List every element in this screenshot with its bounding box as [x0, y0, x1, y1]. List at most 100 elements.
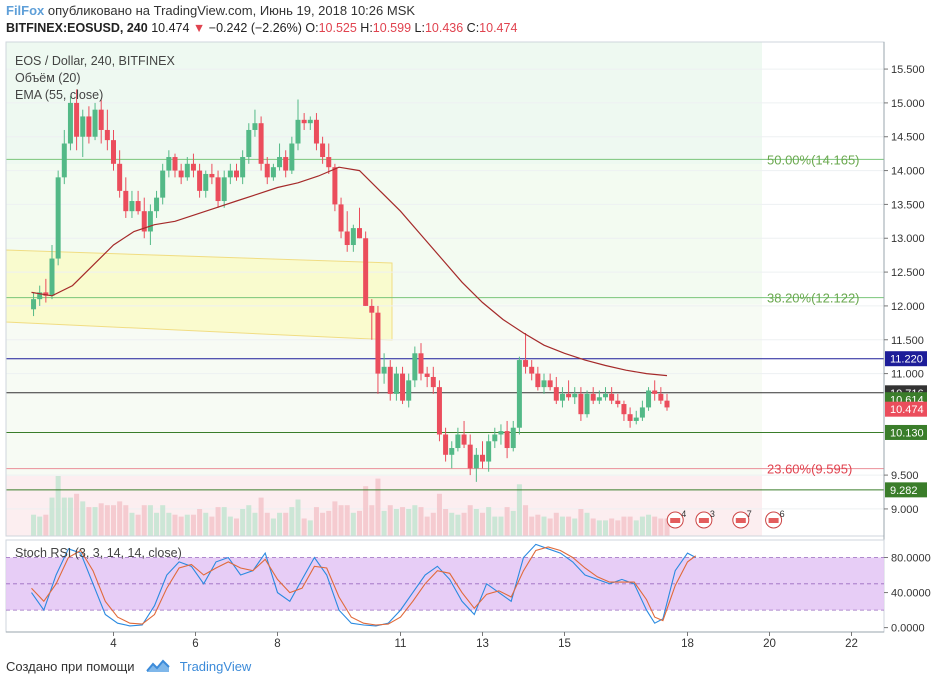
volume-bar	[147, 505, 153, 536]
volume-bar	[234, 518, 239, 536]
y-tick-label: 13.500	[891, 199, 925, 211]
volume-bar	[443, 509, 449, 536]
volume-legend[interactable]: Объём (20)	[15, 71, 81, 85]
x-tick-label: 22	[845, 638, 858, 650]
candle-down	[338, 204, 344, 232]
ema-legend[interactable]: EMA (55, close)	[15, 88, 104, 102]
volume-bar	[436, 493, 442, 536]
volume-bar	[98, 503, 104, 536]
candle-down	[344, 231, 350, 246]
flag-icon	[768, 518, 779, 523]
y-tick-label: 15.000	[891, 98, 925, 110]
volume-bar	[117, 501, 123, 536]
volume-bar	[49, 497, 55, 536]
candle-down	[215, 177, 221, 202]
candle-down	[43, 292, 49, 296]
volume-bar	[627, 516, 633, 536]
tradingview-logo-icon[interactable]	[146, 659, 170, 677]
author-name[interactable]: FilFox	[6, 3, 45, 18]
candle-up	[393, 373, 399, 394]
candle-up	[486, 441, 492, 462]
candle-down	[234, 170, 239, 178]
y-tick-label: 13.000	[891, 233, 925, 245]
volume-bar	[160, 505, 166, 536]
stoch-y-tick-label: 40.0000	[891, 588, 931, 600]
volume-bar	[141, 505, 147, 536]
volume-bar	[258, 497, 264, 536]
stoch-series-line	[31, 543, 696, 627]
candle-down	[609, 393, 615, 401]
candle-down	[461, 434, 467, 445]
volume-bar	[295, 499, 301, 536]
candle-up	[80, 116, 86, 137]
candle-down	[117, 163, 123, 191]
candle-up	[270, 167, 276, 178]
candle-up	[510, 427, 516, 449]
stoch-series-line	[31, 546, 697, 626]
volume-bar	[215, 507, 221, 536]
close-value: 10.474	[479, 21, 518, 35]
volume-bar	[473, 509, 479, 536]
candle-down	[652, 390, 658, 394]
candle-up	[92, 109, 98, 137]
stoch-legend[interactable]: Stoch RSI (3, 3, 14, 14, close)	[15, 546, 182, 560]
volume-bar	[264, 512, 270, 536]
candle-up	[240, 157, 246, 178]
volume-bar	[516, 484, 522, 536]
volume-bar	[31, 514, 37, 536]
volume-bar	[363, 486, 369, 536]
candle-up	[154, 197, 160, 212]
volume-bar	[615, 520, 621, 536]
candle-down	[436, 387, 442, 435]
volume-bar	[172, 514, 178, 536]
candle-up	[498, 431, 504, 435]
candle-down	[658, 393, 664, 401]
flag-icon	[735, 518, 746, 523]
volume-bar	[190, 514, 196, 536]
candle-down	[123, 190, 129, 212]
volume-bar	[633, 520, 639, 536]
x-tick-label: 13	[476, 638, 489, 650]
volume-bar	[350, 512, 356, 536]
volume-bar	[455, 514, 461, 536]
y-tick-label: 9.500	[891, 470, 919, 482]
candle-down	[332, 167, 338, 205]
candle-up	[516, 360, 522, 428]
candle-up	[37, 292, 43, 300]
price-badge	[885, 424, 927, 440]
volume-bar	[332, 501, 338, 536]
y-tick-label: 15.500	[891, 64, 925, 76]
volume-bar	[307, 520, 313, 536]
volume-bar	[221, 507, 227, 536]
candle-up	[252, 123, 258, 130]
price-badge-label: 9.282	[890, 485, 918, 497]
volume-bar	[184, 514, 190, 536]
volume-bar	[123, 505, 129, 536]
chart-title: EOS / Dollar, 240, BITFINEX	[15, 54, 175, 68]
symbol-label: BITFINEX:EOSUSD, 240	[6, 21, 148, 35]
close-label: C:	[466, 21, 480, 35]
candle-up	[449, 448, 455, 455]
tradingview-link[interactable]: TradingView	[179, 659, 252, 674]
candle-up	[541, 380, 547, 388]
volume-bar	[596, 520, 602, 536]
open-value: 10.525	[318, 21, 357, 35]
candle-down	[480, 454, 485, 462]
volume-bar	[344, 505, 350, 536]
ema-line	[31, 166, 668, 377]
price-badge-label: 11.220	[890, 354, 923, 366]
volume-bar	[418, 507, 424, 536]
price-badge	[885, 351, 927, 367]
volume-bar	[658, 518, 664, 536]
created-by-text: Создано при помощи	[6, 659, 135, 674]
volume-bar	[652, 516, 658, 536]
candle-up	[473, 454, 479, 469]
candle-up	[55, 177, 61, 259]
volume-bar	[541, 516, 547, 536]
published-text: опубликовано на TradingView.com, Июнь 19…	[47, 3, 416, 18]
candle-down	[467, 444, 473, 469]
volume-bar	[277, 512, 283, 536]
volume-bar	[270, 518, 276, 536]
volume-bar	[246, 505, 252, 536]
